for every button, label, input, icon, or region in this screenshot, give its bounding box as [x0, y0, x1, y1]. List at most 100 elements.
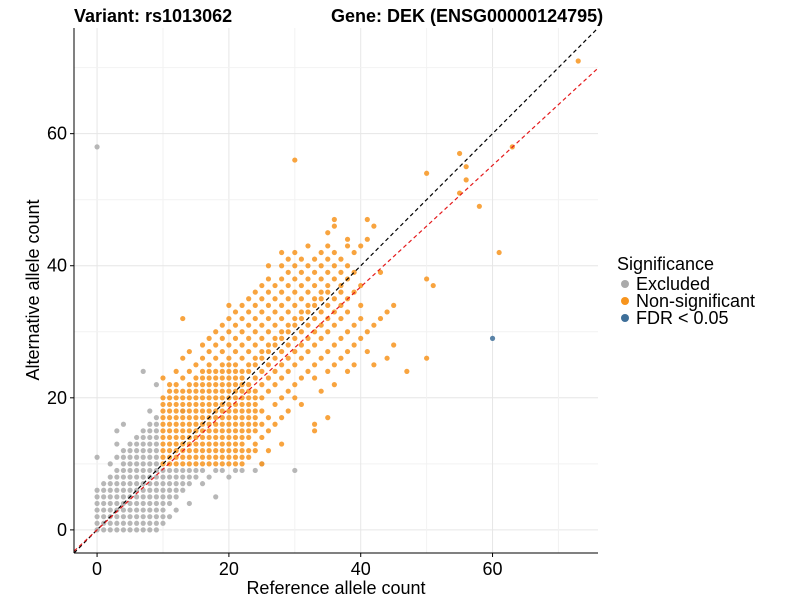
point-excluded [153, 421, 159, 427]
point-non-significant [193, 382, 199, 388]
point-non-significant [285, 342, 291, 348]
point-excluded [166, 494, 173, 500]
point-non-significant [239, 428, 245, 434]
point-excluded [173, 474, 179, 480]
point-non-significant [259, 408, 265, 414]
point-non-significant [279, 249, 285, 256]
point-non-significant [384, 355, 390, 361]
point-non-significant [180, 434, 186, 441]
point-non-significant [259, 382, 265, 388]
point-excluded [140, 448, 146, 454]
point-non-significant [252, 342, 258, 348]
x-tick-label: 20 [219, 559, 239, 579]
point-non-significant [463, 164, 469, 170]
point-non-significant [173, 388, 179, 394]
point-excluded [226, 474, 232, 480]
point-non-significant [239, 454, 245, 460]
point-excluded [127, 474, 133, 480]
point-non-significant [311, 296, 318, 302]
point-non-significant [226, 421, 232, 427]
point-non-significant [298, 315, 304, 322]
point-non-significant [265, 302, 272, 308]
point-non-significant [252, 329, 258, 335]
point-non-significant [292, 348, 298, 355]
point-non-significant [424, 276, 430, 282]
point-non-significant [265, 276, 272, 282]
point-non-significant [186, 454, 192, 460]
point-non-significant [180, 315, 186, 322]
point-excluded [134, 494, 140, 500]
point-non-significant [272, 355, 278, 361]
point-excluded [186, 474, 192, 480]
point-non-significant [298, 269, 304, 275]
point-non-significant [265, 329, 272, 335]
point-excluded [153, 500, 159, 507]
point-non-significant [232, 382, 239, 388]
point-excluded [252, 467, 258, 474]
point-excluded [160, 487, 166, 493]
point-non-significant [232, 441, 239, 447]
point-non-significant [311, 342, 318, 348]
point-non-significant [226, 375, 232, 381]
data-points [94, 58, 581, 533]
point-non-significant [246, 408, 252, 414]
point-non-significant [219, 362, 225, 368]
point-non-significant [338, 315, 344, 322]
point-non-significant [265, 448, 272, 454]
point-non-significant [206, 375, 212, 381]
point-excluded [94, 500, 100, 507]
point-non-significant [279, 348, 285, 355]
point-non-significant [239, 368, 245, 374]
point-non-significant [259, 296, 265, 302]
point-non-significant [199, 395, 206, 401]
point-excluded [140, 428, 146, 434]
point-non-significant [279, 335, 285, 341]
point-non-significant [371, 223, 377, 229]
variant-title: Variant: rs1013062 [74, 6, 232, 26]
point-non-significant [285, 256, 291, 262]
point-non-significant [285, 368, 291, 374]
point-non-significant [331, 249, 337, 256]
point-non-significant [219, 388, 225, 394]
point-non-significant [213, 375, 219, 381]
point-non-significant [226, 408, 232, 414]
point-non-significant [213, 382, 219, 388]
point-non-significant [219, 448, 225, 454]
point-non-significant [160, 434, 166, 441]
point-excluded [94, 487, 100, 493]
point-non-significant [239, 461, 245, 467]
point-excluded [127, 520, 133, 526]
point-non-significant [186, 461, 192, 467]
point-non-significant [252, 315, 258, 322]
point-non-significant [265, 289, 272, 295]
point-excluded [140, 514, 146, 520]
point-non-significant [239, 302, 245, 308]
point-non-significant [259, 355, 265, 361]
point-non-significant [325, 243, 331, 249]
point-non-significant [206, 454, 212, 460]
point-non-significant [186, 395, 192, 401]
point-non-significant [358, 315, 364, 322]
point-non-significant [272, 309, 278, 315]
point-non-significant [265, 348, 272, 355]
point-excluded [153, 448, 159, 454]
point-non-significant [318, 355, 324, 361]
point-non-significant [213, 401, 219, 408]
point-non-significant [206, 382, 212, 388]
point-non-significant [430, 282, 436, 289]
point-excluded [134, 467, 140, 474]
point-non-significant [239, 421, 245, 427]
point-excluded [114, 474, 120, 480]
point-non-significant [305, 302, 311, 308]
point-non-significant [292, 322, 298, 328]
point-non-significant [166, 428, 173, 434]
point-non-significant [292, 157, 298, 163]
point-non-significant [351, 249, 357, 256]
point-non-significant [318, 263, 324, 269]
point-non-significant [331, 322, 337, 328]
point-non-significant [246, 388, 252, 394]
point-excluded [147, 520, 153, 526]
point-non-significant [252, 415, 258, 421]
point-excluded [140, 500, 146, 507]
